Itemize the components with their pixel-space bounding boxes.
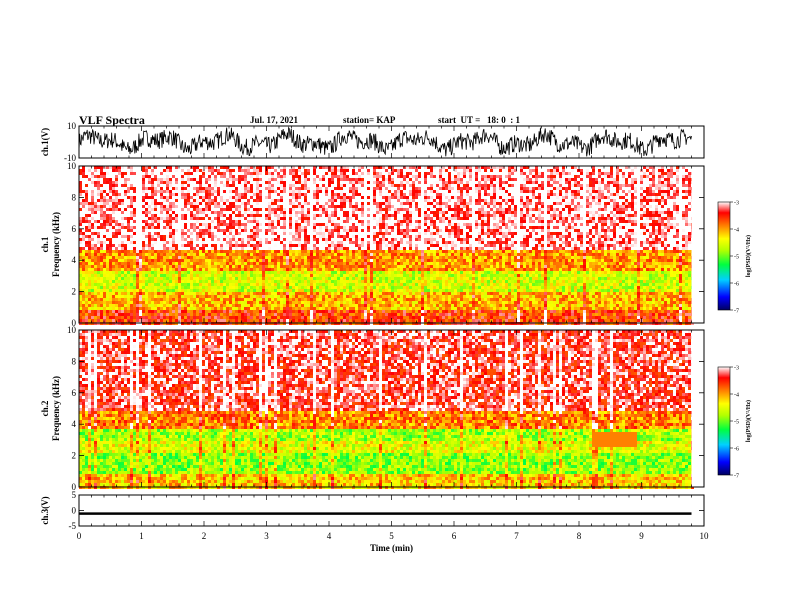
- colorbar-tick-label: -7: [734, 474, 739, 480]
- xtick-label: 10: [700, 531, 710, 541]
- axis-label-y: Frequency (kHz): [51, 376, 61, 441]
- xtick-label: 5: [389, 531, 394, 541]
- colorbar-tick-label: -6: [734, 447, 739, 453]
- xtick-label: 9: [639, 531, 644, 541]
- no-data-strip: [692, 166, 705, 323]
- ch3-signal-band: [79, 512, 692, 514]
- colorbar-tick-label: -5: [734, 420, 739, 426]
- xtick-label: 8: [577, 531, 582, 541]
- ytick-label: 6: [72, 224, 77, 234]
- xtick-label: 2: [202, 531, 207, 541]
- ytick-label: 10: [67, 161, 77, 171]
- xtick-label: 1: [139, 531, 144, 541]
- colorbar-tick-label: -4: [734, 228, 739, 234]
- axis-label-y: Frequency (kHz): [51, 212, 61, 277]
- xtick-label: 6: [452, 531, 457, 541]
- xtick-label: 4: [327, 531, 332, 541]
- colorbar-1: [718, 202, 730, 310]
- colorbar-tick-label: -6: [734, 282, 739, 288]
- colorbar-2: [718, 367, 730, 475]
- ch2-spectrogram: [79, 330, 704, 489]
- colorbar-tick-label: -3: [734, 201, 739, 207]
- axis-label-y: ch.1(V): [40, 128, 50, 156]
- ytick-label: 4: [72, 419, 77, 429]
- ytick-label: 2: [72, 287, 77, 297]
- ytick-label: 6: [72, 388, 77, 398]
- xtick-label: 3: [264, 531, 269, 541]
- axis-label-y: ch.3(V): [40, 496, 50, 524]
- ytick-label: 8: [72, 356, 77, 366]
- axis-label-y: ch.2: [40, 400, 50, 416]
- ch1-spectrogram: [79, 166, 704, 325]
- axis-label-x: Time (min): [370, 543, 413, 553]
- xtick-label: 0: [77, 531, 82, 541]
- ytick-label: 10: [67, 121, 77, 131]
- ytick-label: 2: [72, 451, 77, 461]
- colorbar-tick-label: -4: [734, 393, 739, 399]
- axis-label-y: ch.1: [40, 236, 50, 252]
- colorbar-tick-label: -5: [734, 255, 739, 261]
- ytick-label: 0: [72, 506, 77, 516]
- no-data-strip: [692, 330, 705, 487]
- colorbar-label: log(PSD)(V²/Hz): [745, 235, 752, 277]
- colorbar-label: log(PSD)(V²/Hz): [745, 400, 752, 442]
- ytick-label: 10: [67, 325, 77, 335]
- xtick-label: 7: [514, 531, 519, 541]
- colorbar-tick-label: -3: [734, 366, 739, 372]
- ytick-label: 4: [72, 255, 77, 265]
- colorbar-tick-label: -7: [734, 309, 739, 315]
- ytick-label: 5: [72, 490, 77, 500]
- ytick-label: -5: [69, 521, 77, 531]
- ytick-label: 8: [72, 192, 77, 202]
